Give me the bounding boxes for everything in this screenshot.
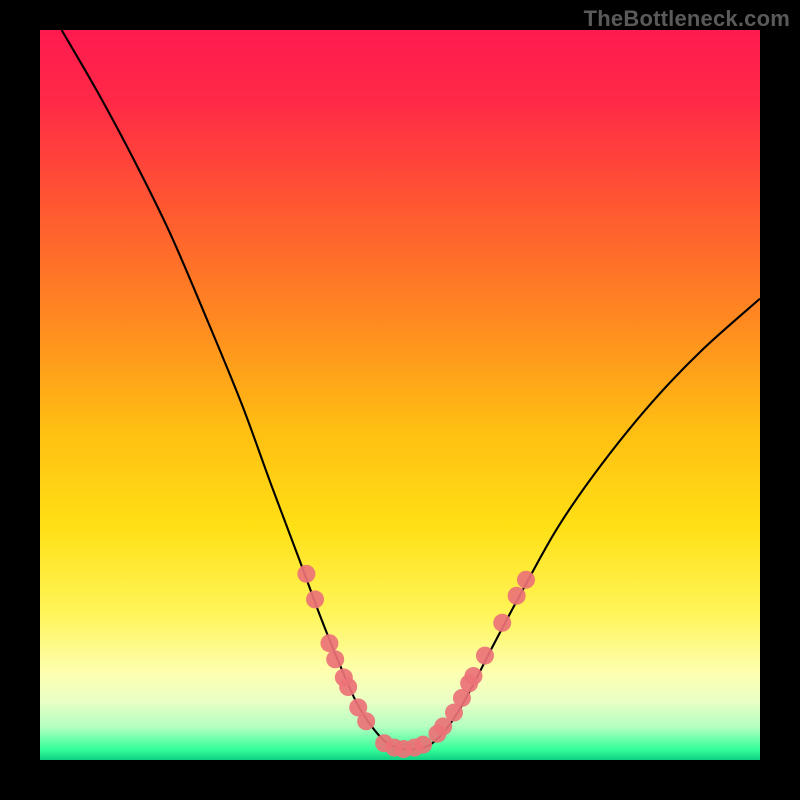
data-marker <box>297 565 315 583</box>
data-marker <box>476 647 494 665</box>
data-marker <box>464 667 482 685</box>
data-marker <box>357 712 375 730</box>
plot-background <box>40 30 760 760</box>
data-marker <box>306 590 324 608</box>
figure-root: TheBottleneck.com <box>0 0 800 800</box>
data-marker <box>339 678 357 696</box>
data-marker <box>508 587 526 605</box>
data-marker <box>414 736 432 754</box>
watermark-text: TheBottleneck.com <box>584 6 790 32</box>
data-marker <box>320 634 338 652</box>
data-marker <box>326 650 344 668</box>
data-marker <box>493 614 511 632</box>
bottleneck-chart <box>0 0 800 800</box>
data-marker <box>517 571 535 589</box>
